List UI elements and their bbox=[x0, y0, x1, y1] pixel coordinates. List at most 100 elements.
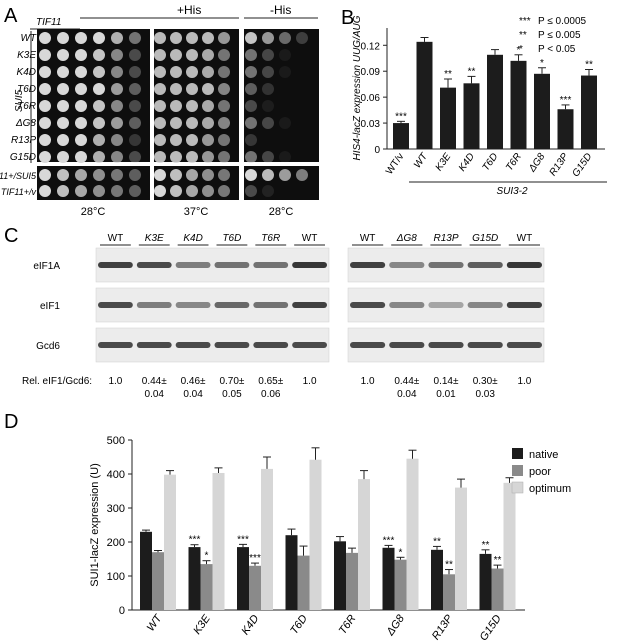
yeast-spot bbox=[39, 117, 51, 129]
bar-poor bbox=[297, 555, 310, 610]
yeast-spot bbox=[245, 117, 257, 129]
yeast-spot bbox=[111, 169, 123, 181]
bar-optimum bbox=[455, 487, 467, 610]
blot-band bbox=[253, 342, 289, 348]
blot-band bbox=[506, 262, 542, 268]
significance-marker: ** bbox=[482, 540, 490, 551]
control-label-tif11-sui5: TIF11+/SUI5 bbox=[0, 171, 37, 181]
blot-band bbox=[136, 342, 172, 348]
ratio-error: 0.04 bbox=[397, 389, 417, 400]
yeast-spot bbox=[245, 134, 257, 146]
yeast-spot bbox=[245, 32, 257, 44]
ratio-error: 0.04 bbox=[183, 389, 203, 400]
yeast-spot bbox=[93, 134, 105, 146]
yeast-spot bbox=[93, 49, 105, 61]
yeast-spot bbox=[202, 32, 214, 44]
lane-label: WT bbox=[302, 233, 318, 244]
y-tick-label: 400 bbox=[107, 469, 125, 481]
yeast-spot bbox=[262, 83, 274, 95]
yeast-spot bbox=[245, 100, 257, 112]
bar-native bbox=[285, 535, 298, 610]
yeast-spot bbox=[75, 32, 87, 44]
blot-band bbox=[253, 262, 289, 268]
x-tick-label: K3E bbox=[434, 151, 454, 173]
bar-native bbox=[237, 547, 249, 610]
yeast-spot bbox=[39, 32, 51, 44]
row-label-k4d: K4D bbox=[17, 67, 36, 78]
yeast-spot bbox=[75, 83, 87, 95]
bar-poor bbox=[152, 552, 164, 610]
lane-label: WT bbox=[360, 233, 376, 244]
ratio-error: 0.01 bbox=[436, 389, 456, 400]
y-tick-label: 500 bbox=[107, 435, 125, 447]
yeast-spot bbox=[186, 134, 198, 146]
yeast-spot bbox=[93, 151, 105, 163]
y-tick-label: 300 bbox=[107, 503, 125, 515]
significance-marker: ** bbox=[585, 59, 593, 70]
blot-band bbox=[175, 262, 211, 268]
yeast-spot bbox=[279, 169, 291, 181]
yeast-spot bbox=[202, 134, 214, 146]
yeast-spot bbox=[129, 134, 141, 146]
legend-native: native bbox=[529, 449, 558, 461]
blot-band bbox=[292, 262, 327, 268]
panel-a-group-label: SUI5 bbox=[14, 89, 25, 112]
bar-poor bbox=[394, 559, 407, 610]
yeast-spot bbox=[186, 169, 198, 181]
yeast-spot bbox=[39, 185, 51, 197]
bar-native bbox=[382, 547, 395, 610]
yeast-spot bbox=[154, 32, 166, 44]
bar-poor bbox=[249, 565, 261, 610]
lane-label: ΔG8 bbox=[396, 233, 417, 244]
bar-poor bbox=[443, 574, 455, 610]
x-tick-label: K4D bbox=[239, 613, 261, 637]
yeast-spot bbox=[202, 100, 214, 112]
blot-band bbox=[98, 262, 133, 268]
ratio-error: 0.06 bbox=[261, 389, 281, 400]
bar bbox=[557, 109, 574, 149]
bar bbox=[581, 75, 597, 149]
significance-marker: *** bbox=[383, 535, 395, 546]
yeast-spot bbox=[279, 49, 291, 61]
yeast-spot bbox=[296, 32, 308, 44]
yeast-spot bbox=[186, 117, 198, 129]
yeast-spot bbox=[154, 66, 166, 78]
yeast-spot bbox=[111, 185, 123, 197]
panel-d-letter: D bbox=[4, 411, 18, 433]
yeast-spot bbox=[218, 49, 230, 61]
yeast-spot bbox=[39, 169, 51, 181]
yeast-spot bbox=[170, 32, 182, 44]
yeast-spot bbox=[93, 169, 105, 181]
condition-plus-his: +His bbox=[177, 3, 201, 17]
x-tick-label: T6R bbox=[504, 151, 524, 173]
blot-panel bbox=[95, 247, 330, 283]
y-tick-label: 0 bbox=[374, 145, 380, 156]
x-tick-label: T6D bbox=[481, 151, 501, 173]
yeast-spot bbox=[111, 151, 123, 163]
row-label-g15d: G15D bbox=[10, 152, 36, 163]
significance-marker: ** bbox=[445, 560, 453, 571]
yeast-spot bbox=[154, 185, 166, 197]
legend-text-3: P < 0.05 bbox=[538, 44, 576, 55]
x-tick-label: ΔG8 bbox=[384, 612, 408, 638]
yeast-spot bbox=[262, 169, 274, 181]
yeast-spot bbox=[262, 32, 274, 44]
bar-poor bbox=[200, 564, 213, 610]
ratio-value: 0.65± bbox=[258, 376, 283, 387]
blot-band bbox=[214, 262, 250, 268]
x-tick-label: T6D bbox=[288, 613, 310, 637]
yeast-spot bbox=[75, 49, 87, 61]
yeast-spot bbox=[154, 83, 166, 95]
yeast-spot bbox=[186, 66, 198, 78]
blot-band bbox=[350, 302, 386, 308]
yeast-spot bbox=[39, 83, 51, 95]
yeast-spot bbox=[111, 134, 123, 146]
x-tick-label: K3E bbox=[191, 612, 213, 636]
x-tick-label: ΔG8 bbox=[526, 151, 547, 175]
lane-label: K4D bbox=[183, 233, 202, 244]
blot-band bbox=[467, 262, 503, 268]
blot-band bbox=[428, 342, 464, 348]
yeast-spot bbox=[245, 169, 257, 181]
yeast-spot bbox=[262, 151, 274, 163]
